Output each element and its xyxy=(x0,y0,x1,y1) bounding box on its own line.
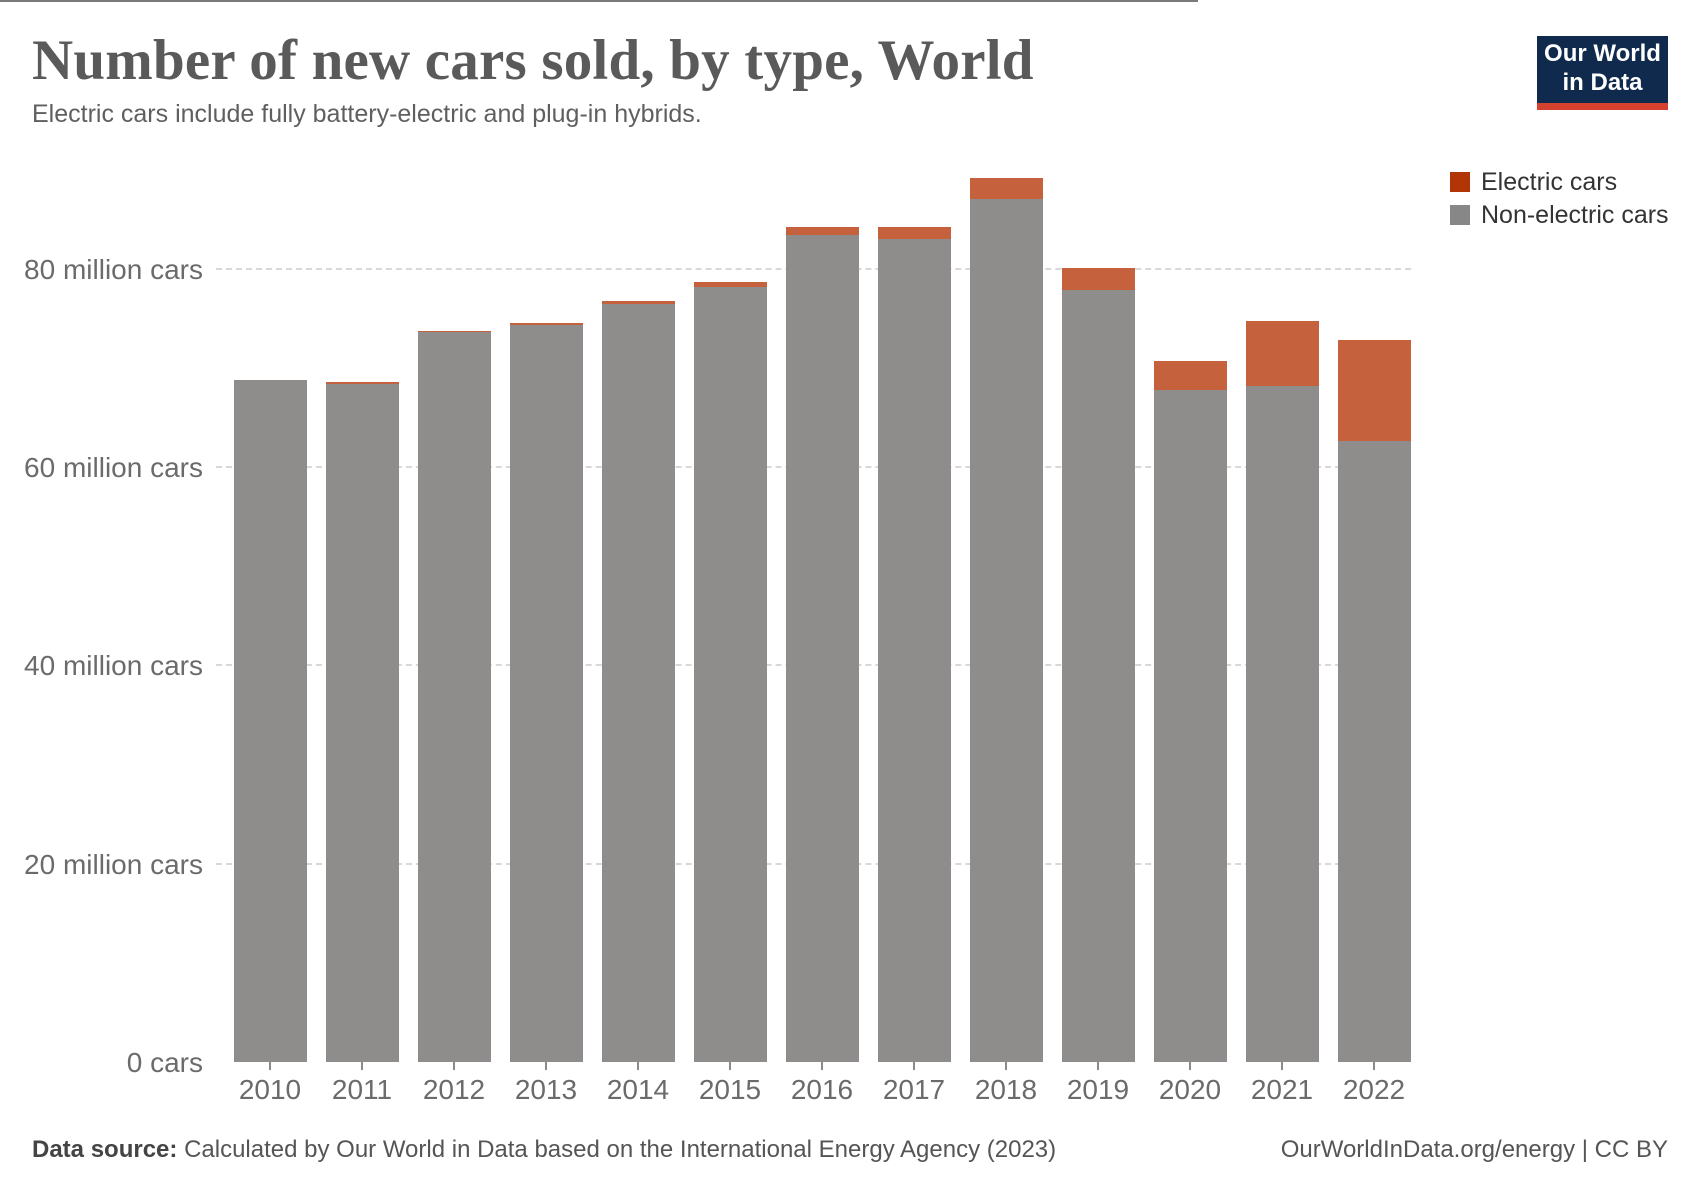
bar-non-electric-2012[interactable] xyxy=(417,332,491,1062)
bar-electric-2011[interactable] xyxy=(325,382,399,384)
x-axis-label-2021: 2021 xyxy=(1250,1074,1314,1105)
bar-non-electric-2018[interactable] xyxy=(969,199,1043,1062)
bar-non-electric-2010[interactable] xyxy=(233,379,307,1062)
x-tick-2010 xyxy=(269,1062,271,1070)
bar-electric-2014[interactable] xyxy=(601,301,675,305)
y-axis-label-40: 40 million cars xyxy=(24,650,203,682)
owid-logo-line1: Our World xyxy=(1544,40,1661,67)
bar-electric-2018[interactable] xyxy=(969,178,1043,200)
bar-electric-2013[interactable] xyxy=(509,323,583,326)
x-axis-label-2013: 2013 xyxy=(514,1074,578,1105)
bar-electric-2015[interactable] xyxy=(693,282,767,288)
x-tick-2022 xyxy=(1373,1062,1375,1070)
bar-non-electric-2021[interactable] xyxy=(1245,385,1319,1062)
x-axis-label-2019: 2019 xyxy=(1066,1074,1130,1105)
chart-subtitle: Electric cars include fully battery-elec… xyxy=(32,100,702,128)
bar-non-electric-2011[interactable] xyxy=(325,383,399,1062)
x-tick-2012 xyxy=(453,1062,455,1070)
y-axis-label-80: 80 million cars xyxy=(24,253,203,285)
bar-non-electric-2019[interactable] xyxy=(1061,290,1135,1062)
x-axis-label-2012: 2012 xyxy=(422,1074,486,1105)
data-source-label: Data source: xyxy=(32,1136,178,1163)
x-tick-2014 xyxy=(637,1062,639,1070)
x-axis-label-2015: 2015 xyxy=(698,1074,762,1105)
bar-electric-2019[interactable] xyxy=(1061,267,1135,291)
bar-electric-2021[interactable] xyxy=(1245,321,1319,386)
legend-swatch-electric-icon xyxy=(1450,172,1470,192)
x-axis-label-2010: 2010 xyxy=(238,1074,302,1105)
y-axis-label-0: 0 cars xyxy=(126,1047,203,1078)
data-source-text: Calculated by Our World in Data based on… xyxy=(184,1136,1057,1163)
x-tick-2019 xyxy=(1097,1062,1099,1070)
legend-label-non-electric: Non-electric cars xyxy=(1481,201,1669,229)
x-tick-2018 xyxy=(1005,1062,1007,1070)
page-title: Number of new cars sold, by type, World xyxy=(32,29,1034,92)
chart-footer: Data source: Calculated by Our World in … xyxy=(0,1136,1700,1170)
owid-logo-line2: in Data xyxy=(1562,69,1643,96)
x-tick-2015 xyxy=(729,1062,731,1070)
bar-non-electric-2016[interactable] xyxy=(785,234,859,1062)
x-tick-2011 xyxy=(361,1062,363,1070)
bar-electric-2022[interactable] xyxy=(1337,340,1411,442)
x-tick-2016 xyxy=(821,1062,823,1070)
bar-non-electric-2017[interactable] xyxy=(877,238,951,1062)
x-tick-2017 xyxy=(913,1062,915,1070)
y-axis-label-20: 20 million cars xyxy=(24,848,203,880)
bar-electric-2016[interactable] xyxy=(785,227,859,235)
owid-logo[interactable]: Our World in Data xyxy=(1537,36,1668,110)
x-axis-label-2018: 2018 xyxy=(974,1074,1038,1105)
bar-non-electric-2014[interactable] xyxy=(601,304,675,1062)
x-axis-label-2017: 2017 xyxy=(882,1074,946,1105)
x-axis-label-2020: 2020 xyxy=(1158,1074,1222,1105)
x-axis-label-2022: 2022 xyxy=(1342,1074,1406,1105)
bar-non-electric-2022[interactable] xyxy=(1337,441,1411,1062)
bar-non-electric-2020[interactable] xyxy=(1153,389,1227,1062)
x-tick-2020 xyxy=(1189,1062,1191,1070)
bar-electric-2012[interactable] xyxy=(417,330,491,333)
x-tick-2013 xyxy=(545,1062,547,1070)
bar-electric-2020[interactable] xyxy=(1153,360,1227,390)
data-source-note: Data source: Calculated by Our World in … xyxy=(32,1136,1056,1164)
x-axis-label-2011: 2011 xyxy=(331,1074,393,1105)
legend-swatch-non-electric-icon xyxy=(1450,205,1470,225)
owid-url-license-link[interactable]: OurWorldInData.org/energy | CC BY xyxy=(1280,1136,1668,1163)
x-axis-line xyxy=(0,0,1198,2)
bar-electric-2017[interactable] xyxy=(877,226,951,239)
x-axis-label-2014: 2014 xyxy=(606,1074,670,1105)
bar-non-electric-2015[interactable] xyxy=(693,287,767,1062)
x-axis-label-2016: 2016 xyxy=(790,1074,854,1105)
x-tick-2021 xyxy=(1281,1062,1283,1070)
bar-non-electric-2013[interactable] xyxy=(509,325,583,1062)
y-axis-label-60: 60 million cars xyxy=(24,451,203,483)
legend-label-electric: Electric cars xyxy=(1481,168,1618,196)
